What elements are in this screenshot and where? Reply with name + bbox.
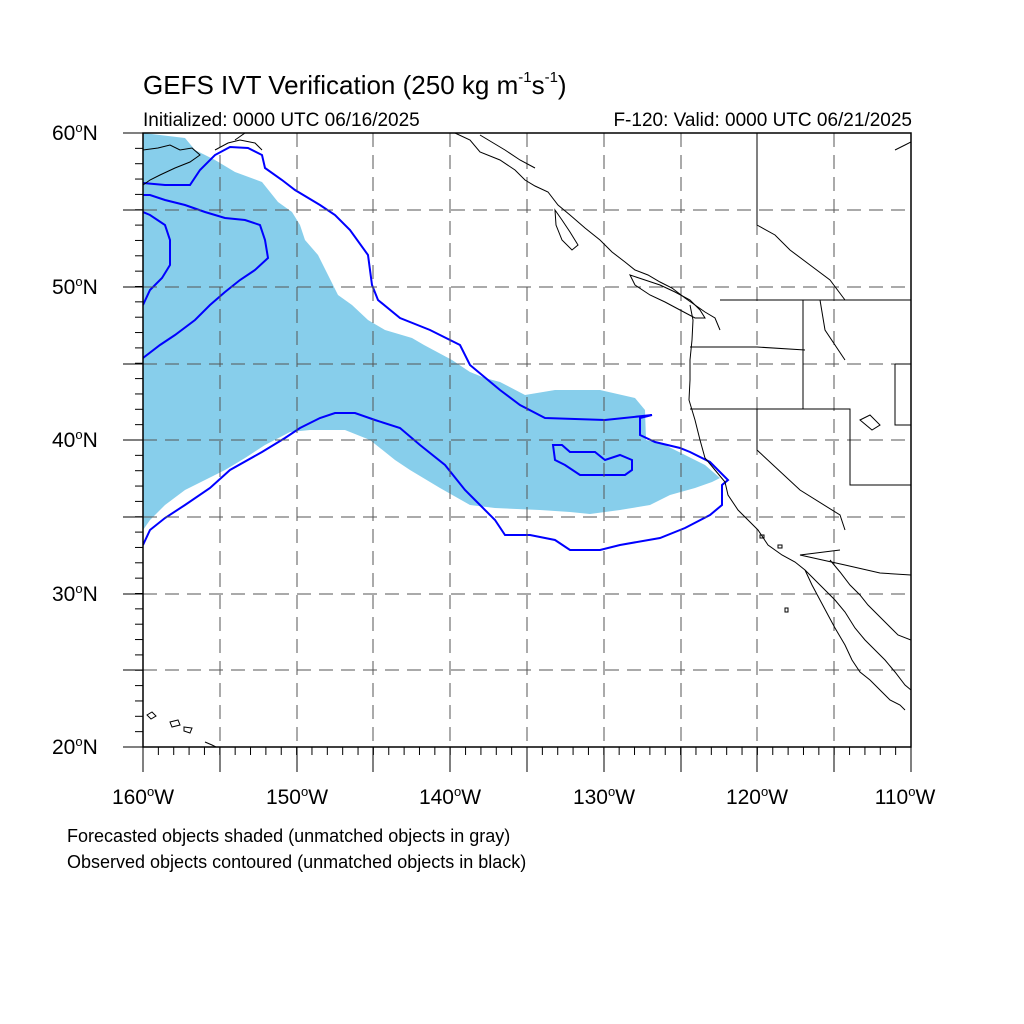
lon-label-160w: 160oW xyxy=(111,784,175,809)
observed-object-contour-north xyxy=(143,194,270,359)
initialized-time: Initialized: 0000 UTC 06/16/2025 xyxy=(143,110,420,131)
forecast-object-shaded xyxy=(143,133,720,530)
lat-label-30n: 30oN xyxy=(52,581,98,606)
lon-label-120w: 120oW xyxy=(725,784,789,809)
lon-label-110w: 110oW xyxy=(874,784,936,809)
observed-object-contour-hole xyxy=(551,444,633,476)
legend-observed-text: Observed objects contoured (unmatched ob… xyxy=(67,852,527,872)
lon-label-140w: 140oW xyxy=(418,784,482,809)
lon-label-130w: 130oW xyxy=(572,784,636,809)
legend-forecast-text: Forecasted objects shaded (unmatched obj… xyxy=(67,826,511,846)
observed-object-contour xyxy=(143,145,730,551)
lat-label-50n: 50oN xyxy=(52,274,98,299)
minor-tick-marks xyxy=(135,132,912,755)
observed-object-contour-northwest xyxy=(143,211,171,306)
lat-label-20n: 20oN xyxy=(52,734,98,759)
map-title: GEFS IVT Verification (250 kg m-1s-1) xyxy=(143,69,567,100)
coastlines xyxy=(143,133,911,747)
lon-label-150w: 150oW xyxy=(265,784,329,809)
lat-label-60n: 60oN xyxy=(52,120,98,145)
lat-label-40n: 40oN xyxy=(52,427,98,452)
gridlines xyxy=(143,133,911,747)
valid-time: F-120: Valid: 0000 UTC 06/21/2025 xyxy=(613,110,912,131)
